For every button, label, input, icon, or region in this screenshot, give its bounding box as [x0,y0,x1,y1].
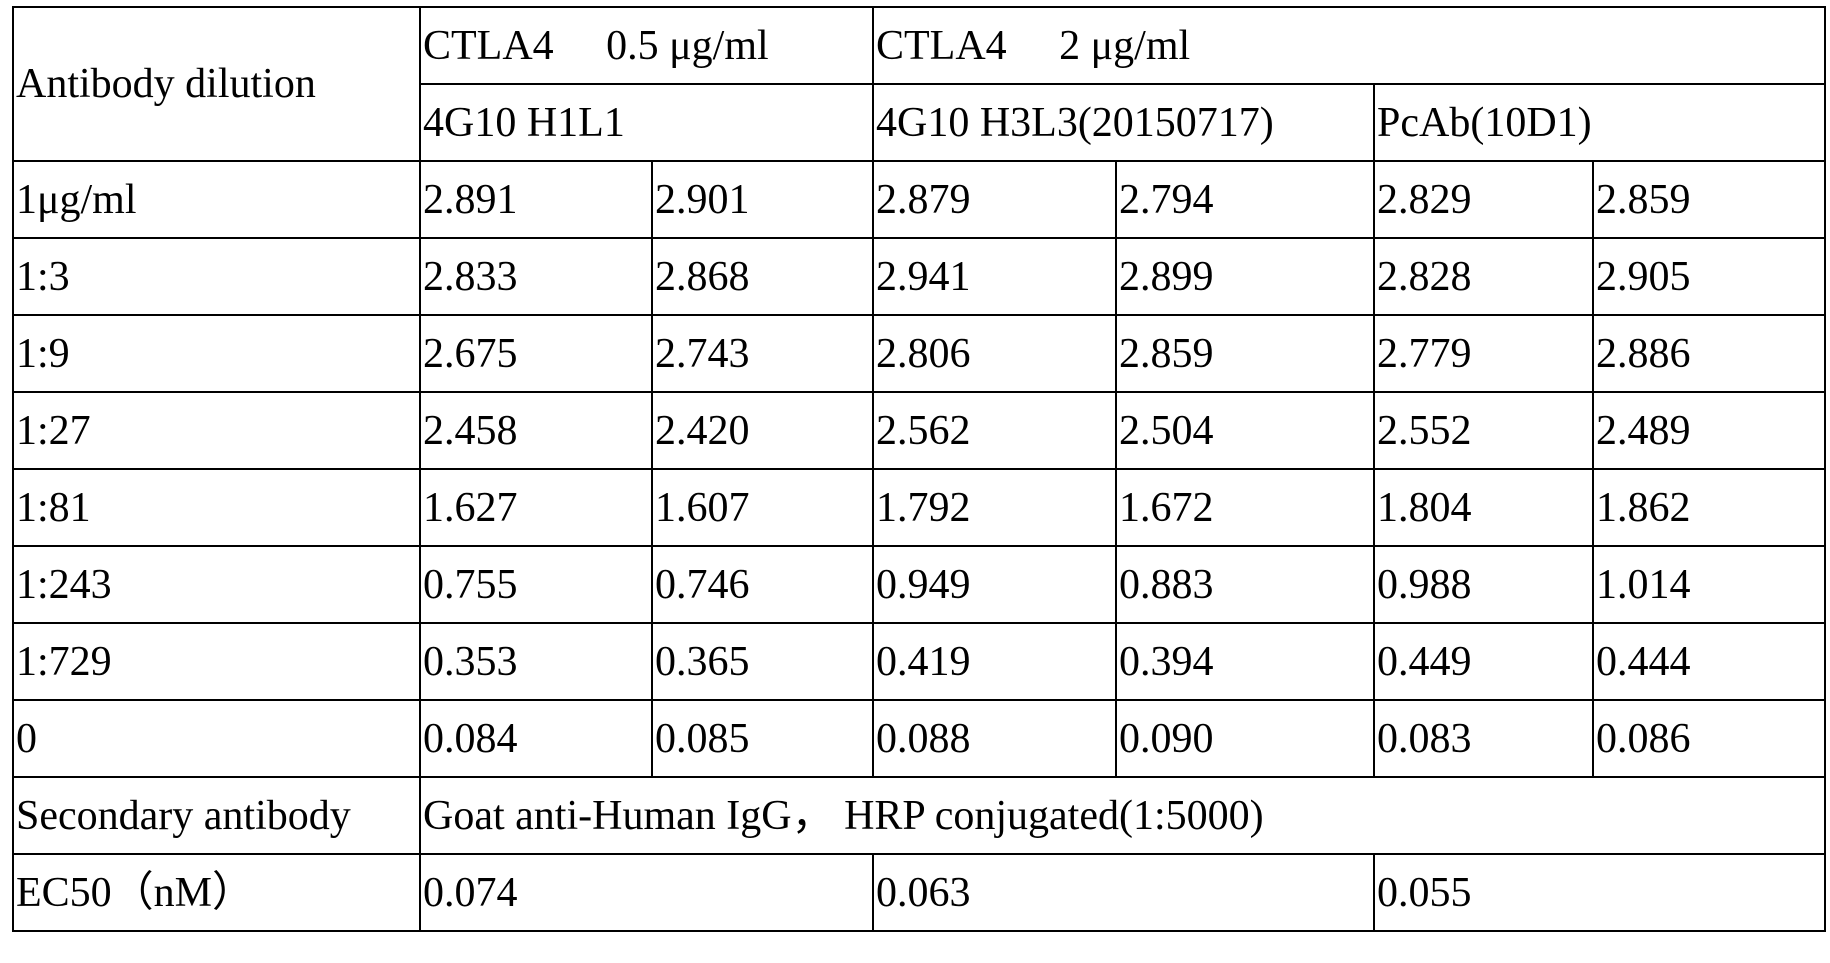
table-row: 1:92.6752.7432.8062.8592.7792.886 [13,315,1825,392]
antibody-header: 4G10 H3L3(20150717) [873,84,1374,161]
od-value: 2.420 [652,392,873,469]
od-value: 0.085 [652,700,873,777]
antibody-header: PcAb(10D1) [1374,84,1825,161]
od-value: 0.084 [420,700,652,777]
table-row: 1:272.4582.4202.5622.5042.5522.489 [13,392,1825,469]
od-value: 2.504 [1116,392,1374,469]
dilution-label: 1:3 [13,238,420,315]
od-value: 2.675 [420,315,652,392]
od-value: 2.868 [652,238,873,315]
antibody-header: 4G10 H1L1 [420,84,873,161]
table-row: Secondary antibodyGoat anti-Human IgG， H… [13,777,1825,854]
od-value: 1.607 [652,469,873,546]
dilution-label: 0 [13,700,420,777]
od-value: 0.419 [873,623,1116,700]
od-value: 0.449 [1374,623,1593,700]
od-value: 2.901 [652,161,873,238]
ec50-value: 0.055 [1374,854,1825,931]
od-value: 2.941 [873,238,1116,315]
table-row: 00.0840.0850.0880.0900.0830.086 [13,700,1825,777]
od-value: 0.988 [1374,546,1593,623]
table-body: Antibody dilutionCTLA4 0.5 μg/mlCTLA4 2 … [13,7,1825,931]
table-row: 1:811.6271.6071.7921.6721.8041.862 [13,469,1825,546]
dilution-label: 1:81 [13,469,420,546]
od-value: 2.794 [1116,161,1374,238]
dilution-label: 1μg/ml [13,161,420,238]
secondary-label: Secondary antibody [13,777,420,854]
od-value: 2.886 [1593,315,1825,392]
dilution-label: 1:243 [13,546,420,623]
od-value: 1.804 [1374,469,1593,546]
table-row: EC50（nM）0.0740.0630.055 [13,854,1825,931]
ec50-value: 0.063 [873,854,1374,931]
od-value: 2.806 [873,315,1116,392]
od-value: 2.458 [420,392,652,469]
table-row: 1μg/ml2.8912.9012.8792.7942.8292.859 [13,161,1825,238]
od-value: 2.899 [1116,238,1374,315]
table-row: 1:7290.3530.3650.4190.3940.4490.444 [13,623,1825,700]
group-header: CTLA4 2 μg/ml [873,7,1825,84]
ec50-value: 0.074 [420,854,873,931]
od-value: 2.859 [1593,161,1825,238]
table-row: Antibody dilutionCTLA4 0.5 μg/mlCTLA4 2 … [13,7,1825,84]
od-value: 1.014 [1593,546,1825,623]
od-value: 0.365 [652,623,873,700]
od-value: 0.755 [420,546,652,623]
od-value: 0.883 [1116,546,1374,623]
od-value: 0.746 [652,546,873,623]
od-value: 0.444 [1593,623,1825,700]
data-table: Antibody dilutionCTLA4 0.5 μg/mlCTLA4 2 … [12,6,1826,932]
od-value: 2.891 [420,161,652,238]
od-value: 0.088 [873,700,1116,777]
od-value: 2.828 [1374,238,1593,315]
row-header: Antibody dilution [13,7,420,161]
secondary-text: Goat anti-Human IgG， HRP conjugated(1:50… [420,777,1825,854]
ec50-label: EC50（nM） [13,854,420,931]
dilution-label: 1:729 [13,623,420,700]
od-value: 2.859 [1116,315,1374,392]
od-value: 0.086 [1593,700,1825,777]
od-value: 1.672 [1116,469,1374,546]
od-value: 0.353 [420,623,652,700]
od-value: 2.489 [1593,392,1825,469]
table-row: 1:2430.7550.7460.9490.8830.9881.014 [13,546,1825,623]
od-value: 1.862 [1593,469,1825,546]
od-value: 2.829 [1374,161,1593,238]
od-value: 1.627 [420,469,652,546]
table-row: 1:32.8332.8682.9412.8992.8282.905 [13,238,1825,315]
od-value: 0.394 [1116,623,1374,700]
od-value: 0.083 [1374,700,1593,777]
dilution-label: 1:27 [13,392,420,469]
od-value: 1.792 [873,469,1116,546]
od-value: 2.879 [873,161,1116,238]
od-value: 0.949 [873,546,1116,623]
od-value: 2.779 [1374,315,1593,392]
dilution-label: 1:9 [13,315,420,392]
od-value: 2.552 [1374,392,1593,469]
od-value: 2.743 [652,315,873,392]
od-value: 2.562 [873,392,1116,469]
od-value: 0.090 [1116,700,1374,777]
group-header: CTLA4 0.5 μg/ml [420,7,873,84]
od-value: 2.833 [420,238,652,315]
od-value: 2.905 [1593,238,1825,315]
